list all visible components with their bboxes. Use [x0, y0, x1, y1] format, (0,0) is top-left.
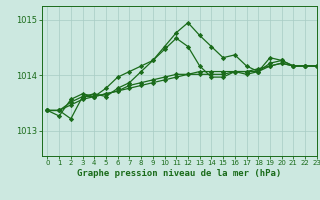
X-axis label: Graphe pression niveau de la mer (hPa): Graphe pression niveau de la mer (hPa) [77, 169, 281, 178]
